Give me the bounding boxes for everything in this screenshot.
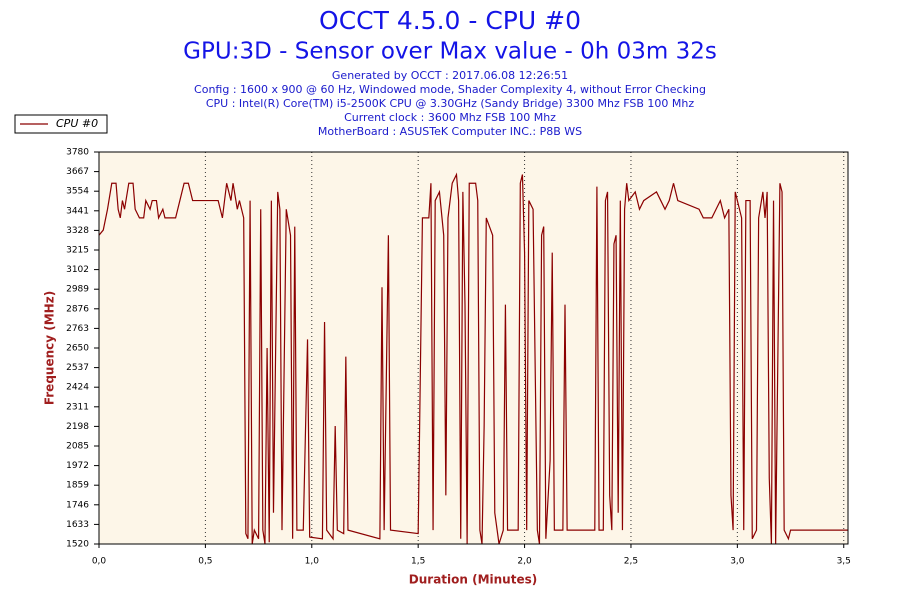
y-tick-label: 2537 [66,363,89,373]
y-tick-label: 2198 [66,422,89,432]
y-tick-label: 1972 [66,461,89,471]
y-tick-label: 1746 [66,500,89,510]
y-tick-label: 3328 [66,226,89,236]
y-tick-label: 2989 [66,285,89,295]
y-tick-label: 3780 [66,148,89,158]
y-tick-label: 1859 [66,481,89,491]
y-axis-label: Frequency (MHz) [43,291,57,405]
chart-title: OCCT 4.5.0 - CPU #0 [319,6,581,35]
x-tick-label: 3,5 [837,557,851,567]
x-tick-label: 3,0 [730,557,745,567]
info-line: Current clock : 3600 Mhz FSB 100 Mhz [344,111,556,124]
info-line: Generated by OCCT : 2017.06.08 12:26:51 [332,69,568,82]
y-tick-label: 2085 [66,442,89,452]
x-tick-label: 0,5 [198,557,212,567]
info-line: MotherBoard : ASUSTeK Computer INC.: P8B… [318,125,582,138]
plot-area [99,152,848,544]
legend-label: CPU #0 [56,117,98,130]
x-tick-label: 1,0 [305,557,320,567]
y-tick-label: 3441 [66,206,89,216]
y-tick-label: 2650 [66,344,89,354]
y-tick-label: 3554 [66,187,89,197]
y-tick-label: 2763 [66,324,89,334]
x-tick-label: 2,0 [517,557,532,567]
x-tick-label: 1,5 [411,557,425,567]
y-tick-label: 1633 [66,520,89,530]
data-line [98,172,848,545]
info-line: CPU : Intel(R) Core(TM) i5-2500K CPU @ 3… [206,97,694,110]
info-line: Config : 1600 x 900 @ 60 Hz, Windowed mo… [194,83,706,96]
y-tick-label: 2876 [66,304,89,314]
y-tick-label: 3102 [66,265,89,275]
x-axis-label: Duration (Minutes) [409,573,537,587]
y-tick-label: 1520 [66,540,89,550]
y-tick-label: 2424 [66,383,89,393]
chart-subtitle: GPU:3D - Sensor over Max value - 0h 03m … [183,39,717,65]
plot-border [98,151,849,545]
y-tick-label: 3215 [66,246,89,256]
x-tick-label: 2,5 [624,557,638,567]
y-tick-label: 2311 [66,402,89,412]
legend-box [14,114,108,134]
legend: CPU #0 [14,114,108,134]
y-tick-label: 3667 [66,167,89,177]
x-tick-label: 0,0 [92,557,107,567]
